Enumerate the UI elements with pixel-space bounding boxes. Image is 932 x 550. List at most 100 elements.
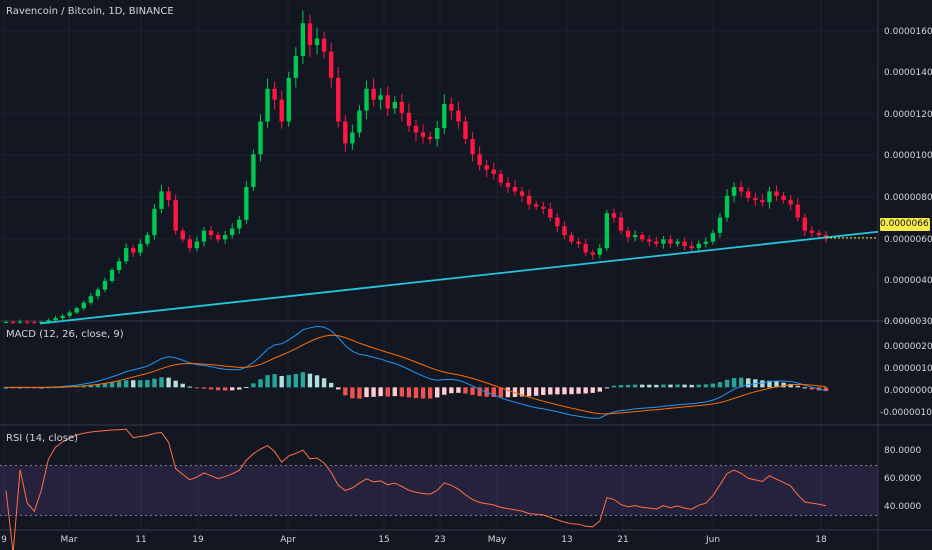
macd-histogram-bar [328,382,334,388]
candle-body [689,245,694,249]
candle-body [625,230,631,238]
macd-histogram-bar [795,385,800,388]
candle-body [307,23,313,46]
candle-body [371,88,376,100]
candle-body [442,104,447,129]
macd-histogram-bar [717,382,723,388]
macd-histogram-bar [625,384,631,388]
main-chart-title: Ravencoin / Bitcoin, 1D, BINANCE [6,6,174,17]
macd-histogram-bar [321,378,327,388]
macd-histogram-bar [760,380,765,388]
macd-histogram-bar [668,384,673,388]
candle-body [131,248,136,253]
macd-histogram-bar [823,387,829,392]
candle-body [767,191,772,203]
candle-body [526,195,532,205]
time-axis-label: Apr [280,535,296,545]
macd-histogram-bar [555,387,560,395]
macd-histogram-bar [123,380,129,388]
macd-histogram-bar [265,375,270,388]
candle-body [293,56,299,78]
candle-body [173,200,178,231]
macd-histogram-bar [675,384,680,388]
macd-histogram-bar [392,387,397,397]
rsi-axis-label: 60.0000 [884,474,922,484]
macd-histogram-bar [300,372,306,388]
macd-histogram-bar [435,387,440,398]
macd-histogram-bar [131,380,136,388]
macd-histogram-bar [456,387,461,393]
candle-body [710,232,716,242]
candle-body [46,320,51,322]
candle-body [321,38,327,52]
candle-body [208,230,214,236]
macd-histogram-bar [427,387,433,399]
candle-body [760,200,765,203]
candle-body [300,23,306,57]
macd-histogram-bar [109,382,115,388]
candle-body [67,312,72,316]
candle-body [774,191,779,196]
candle-body [823,235,829,238]
candle-body [265,88,270,122]
candle-body [703,241,709,244]
candle-body [597,248,602,255]
candle-body [74,308,79,313]
macd-histogram-bar [632,384,638,388]
candle-body [724,195,730,218]
candle-body [463,121,468,139]
candle-body [413,125,419,133]
macd-histogram-bar [689,384,694,388]
candle-body [788,200,793,205]
macd-histogram-bar [647,384,652,388]
macd-histogram-bar [420,387,426,399]
macd-histogram-bar [604,387,610,389]
candle-body [449,104,454,111]
candle-body [109,269,115,281]
macd-histogram-bar [286,375,291,388]
candle-body [435,128,440,139]
macd-histogram-bar [519,387,525,397]
macd-histogram-bar [788,383,793,388]
candle-body [576,241,581,244]
macd-histogram-bar [138,380,143,388]
macd-histogram-bar [307,373,313,388]
candle-body [583,243,588,253]
macd-histogram-bar [102,383,108,388]
macd-axis-label: 0.00000000 [884,386,932,396]
rsi-axis-label: 40.0000 [884,502,922,512]
candle-body [590,252,595,255]
macd-axis-label: -0.00000100 [880,408,932,418]
macd-histogram-bar [251,383,256,388]
macd-title: MACD (12, 26, close, 9) [6,329,124,340]
time-axis-label: 9 [1,535,7,545]
macd-histogram-bar [442,387,447,395]
macd-histogram-bar [244,387,249,389]
macd-histogram-bar [661,384,666,388]
macd-histogram-bar [590,387,595,393]
macd-histogram-bar [194,387,200,389]
candle-body [399,101,405,113]
macd-histogram-bar [449,387,454,394]
candle-body [25,321,30,323]
time-axis-label: 23 [434,535,446,545]
macd-histogram-bar [230,387,235,391]
candle-body [138,243,143,253]
rsi-line [5,428,827,550]
macd-histogram-bar [767,380,772,388]
candle-body [746,191,751,198]
time-axis-label: 19 [192,535,204,545]
macd-histogram-bar [378,387,383,397]
candle-body [272,88,277,100]
candle-body [512,187,518,192]
candle-body [420,132,426,137]
macd-histogram-bar [548,387,553,395]
candle-body [364,88,369,111]
candle-body [159,191,164,209]
macd-line [6,325,827,419]
candle-body [632,235,638,238]
macd-histogram-bar [576,387,581,394]
candle-body [498,173,504,183]
